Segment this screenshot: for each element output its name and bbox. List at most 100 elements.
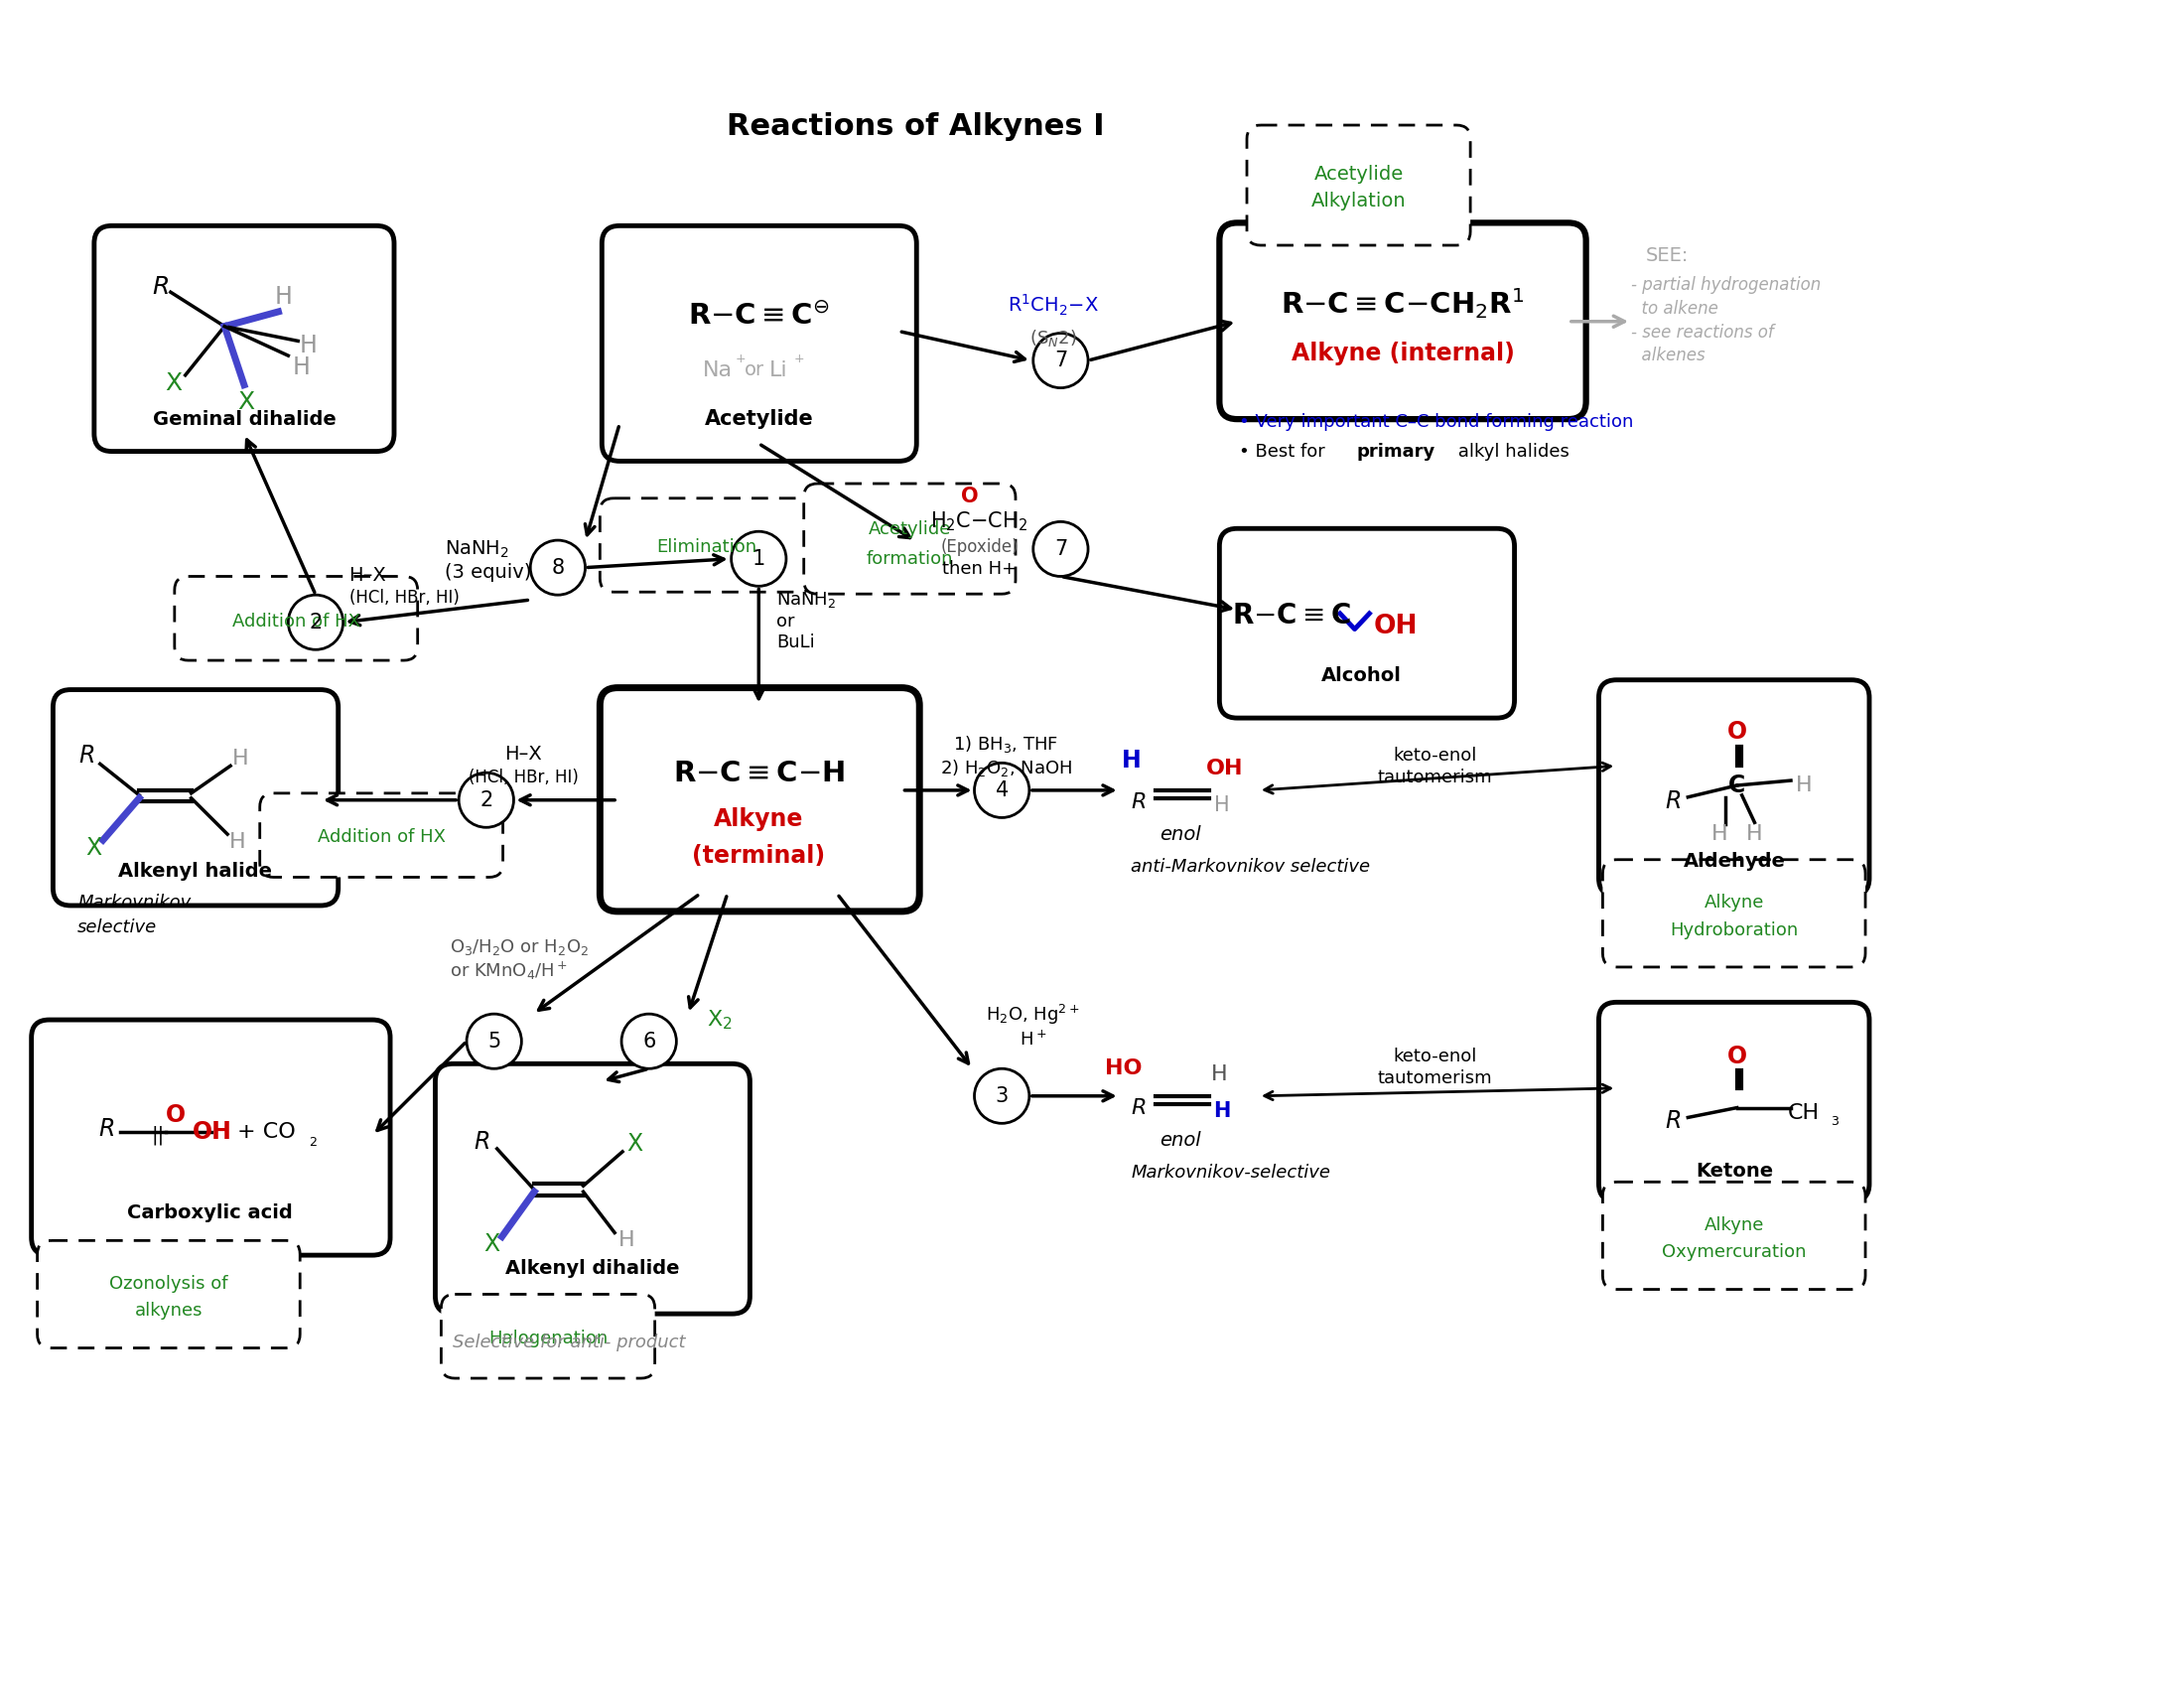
Text: alkyl halides: alkyl halides <box>1452 442 1570 461</box>
Text: (S$_N$2): (S$_N$2) <box>1029 327 1077 348</box>
Text: 5: 5 <box>487 1031 500 1052</box>
Text: • Best for: • Best for <box>1238 442 1330 461</box>
Text: H: H <box>1120 749 1140 773</box>
Text: Alkenyl halide: Alkenyl halide <box>118 863 273 881</box>
Text: X: X <box>166 371 181 395</box>
FancyBboxPatch shape <box>1599 680 1870 896</box>
Text: - see reactions of: - see reactions of <box>1631 324 1773 341</box>
FancyBboxPatch shape <box>601 498 815 592</box>
Text: (3 equiv): (3 equiv) <box>446 564 533 582</box>
Text: 4: 4 <box>996 780 1009 800</box>
Text: 2: 2 <box>480 790 494 810</box>
Text: Acetylide: Acetylide <box>1315 164 1404 184</box>
Circle shape <box>1033 522 1088 576</box>
FancyBboxPatch shape <box>1247 125 1470 245</box>
Text: H$^+$: H$^+$ <box>1020 1030 1046 1048</box>
Text: keto-enol: keto-enol <box>1393 1048 1476 1065</box>
Text: or KMnO$_4$/H$^+$: or KMnO$_4$/H$^+$ <box>450 960 568 982</box>
Text: R: R <box>1664 788 1682 814</box>
Text: alkenes: alkenes <box>1631 346 1706 365</box>
FancyBboxPatch shape <box>1219 223 1586 419</box>
Text: Alkyne: Alkyne <box>1704 893 1765 912</box>
Text: $_2$: $_2$ <box>308 1131 317 1150</box>
Text: Alkylation: Alkylation <box>1310 192 1406 211</box>
Text: Selective for anti- product: Selective for anti- product <box>452 1334 686 1350</box>
Text: X: X <box>238 390 256 415</box>
Text: H: H <box>1214 795 1230 815</box>
Text: Alkyne: Alkyne <box>714 807 804 832</box>
Text: 2: 2 <box>310 613 323 633</box>
Text: H–X: H–X <box>505 744 542 763</box>
Circle shape <box>622 1014 677 1069</box>
Text: R$-$C$\equiv$C$-$H: R$-$C$\equiv$C$-$H <box>673 760 845 788</box>
Text: Carboxylic acid: Carboxylic acid <box>127 1204 293 1222</box>
FancyBboxPatch shape <box>52 690 339 905</box>
Text: R: R <box>1664 1109 1682 1133</box>
Text: R: R <box>98 1117 116 1141</box>
Text: O: O <box>1728 1045 1747 1069</box>
FancyBboxPatch shape <box>1603 1182 1865 1290</box>
Text: Reactions of Alkynes I: Reactions of Alkynes I <box>727 111 1105 140</box>
Text: selective: selective <box>76 918 157 935</box>
FancyBboxPatch shape <box>441 1295 655 1379</box>
Circle shape <box>467 1014 522 1069</box>
Text: Ketone: Ketone <box>1697 1161 1773 1180</box>
Text: then H+: then H+ <box>941 560 1016 577</box>
FancyBboxPatch shape <box>601 687 919 912</box>
Text: H: H <box>232 749 249 770</box>
Text: X: X <box>485 1232 500 1256</box>
Text: Acetylide: Acetylide <box>703 408 812 429</box>
Text: $^+$: $^+$ <box>732 353 747 371</box>
Text: Addition of HX: Addition of HX <box>232 613 360 630</box>
Text: Alkyne: Alkyne <box>1704 1215 1765 1234</box>
Text: R: R <box>1131 1097 1147 1117</box>
Text: H$_2$O, Hg$^{2+}$: H$_2$O, Hg$^{2+}$ <box>987 1003 1081 1026</box>
Text: Markovnikov-selective: Markovnikov-selective <box>1131 1163 1330 1182</box>
Text: X: X <box>627 1133 642 1156</box>
Text: O$_3$/H$_2$O or H$_2$O$_2$: O$_3$/H$_2$O or H$_2$O$_2$ <box>450 937 590 957</box>
Circle shape <box>288 594 343 650</box>
Text: (terminal): (terminal) <box>692 844 826 868</box>
Text: or: or <box>745 361 764 380</box>
Text: formation: formation <box>867 550 952 567</box>
Circle shape <box>974 1069 1029 1123</box>
Text: R$-$C$\equiv$C$^{\ominus}$: R$-$C$\equiv$C$^{\ominus}$ <box>688 302 830 331</box>
Circle shape <box>531 540 585 594</box>
Text: Na: Na <box>703 360 732 380</box>
Text: tautomerism: tautomerism <box>1378 768 1492 787</box>
Text: H: H <box>618 1231 636 1251</box>
Text: H–X: H–X <box>349 565 387 584</box>
Text: H: H <box>1710 824 1728 844</box>
FancyBboxPatch shape <box>31 1020 391 1256</box>
Text: H: H <box>1747 824 1762 844</box>
Text: Aldehyde: Aldehyde <box>1684 852 1787 871</box>
FancyBboxPatch shape <box>804 483 1016 594</box>
Text: anti-Markovnikov selective: anti-Markovnikov selective <box>1131 858 1372 876</box>
FancyBboxPatch shape <box>175 576 417 660</box>
Text: (HCl, HBr, HI): (HCl, HBr, HI) <box>349 589 459 606</box>
Text: Alkenyl dihalide: Alkenyl dihalide <box>505 1259 679 1278</box>
Circle shape <box>732 532 786 586</box>
Text: CH: CH <box>1789 1102 1819 1123</box>
Text: O: O <box>1728 719 1747 744</box>
Text: (HCl, HBr, HI): (HCl, HBr, HI) <box>467 768 579 787</box>
Text: O: O <box>961 486 978 506</box>
FancyBboxPatch shape <box>260 793 502 878</box>
Text: H: H <box>1795 775 1813 795</box>
Text: NaNH$_2$: NaNH$_2$ <box>775 589 836 609</box>
Text: 7: 7 <box>1055 538 1068 559</box>
Text: R$-$C$\equiv$C$-$CH$_2$R$^1$: R$-$C$\equiv$C$-$CH$_2$R$^1$ <box>1282 287 1524 321</box>
Text: Elimination: Elimination <box>657 538 758 555</box>
Text: 3: 3 <box>996 1085 1009 1106</box>
Text: Markovnikov: Markovnikov <box>76 893 190 912</box>
Text: H: H <box>293 356 310 380</box>
Text: 2) H$_2$O$_2$, NaOH: 2) H$_2$O$_2$, NaOH <box>939 758 1072 778</box>
Text: $^+$: $^+$ <box>791 353 806 371</box>
Text: Li: Li <box>769 360 788 380</box>
FancyBboxPatch shape <box>435 1063 749 1313</box>
Text: 7: 7 <box>1055 351 1068 370</box>
Text: to alkene: to alkene <box>1631 300 1719 317</box>
Text: R: R <box>153 275 170 299</box>
Text: HO: HO <box>1105 1058 1142 1079</box>
Text: R: R <box>1131 792 1147 812</box>
